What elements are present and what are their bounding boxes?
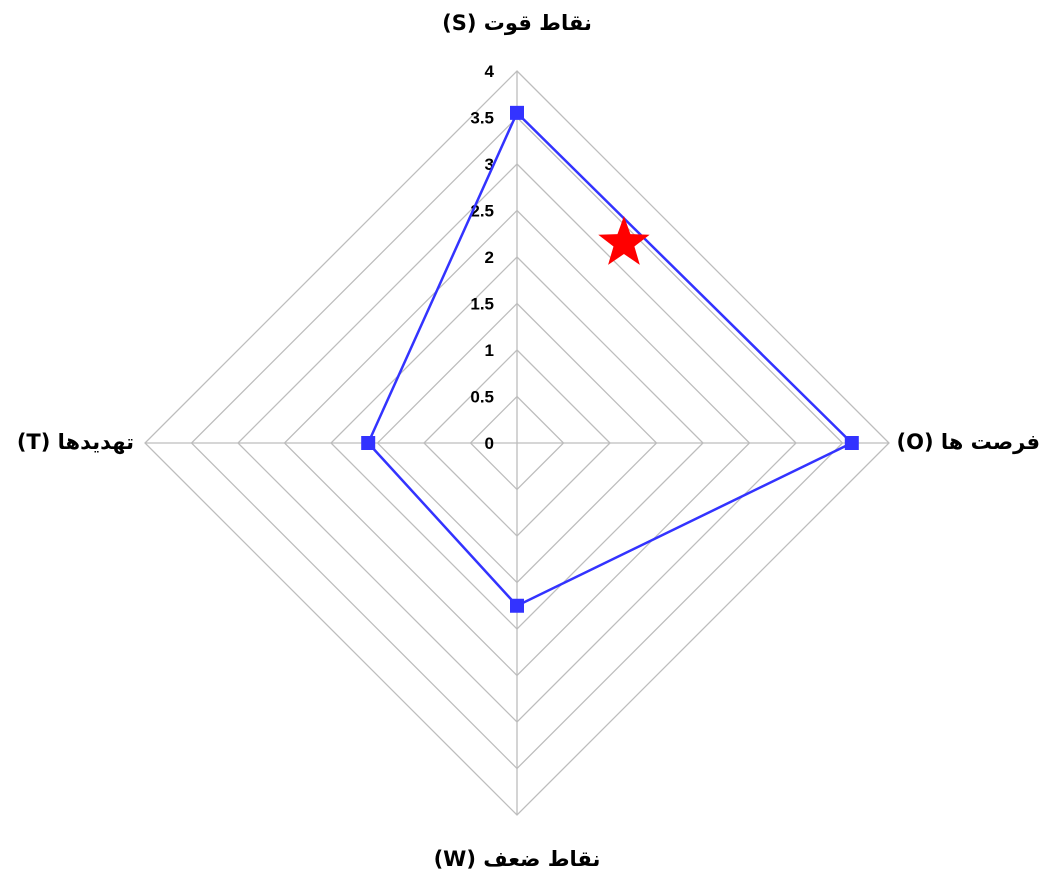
tick-label: 1 <box>485 341 494 360</box>
radar-grid <box>144 70 890 816</box>
data-point-o <box>844 436 859 450</box>
tick-label: 2 <box>485 248 494 267</box>
tick-labels: 00.511.522.533.54 <box>470 62 494 453</box>
tick-label: 1.5 <box>470 295 494 314</box>
tick-label: 3 <box>485 155 494 174</box>
data-point-t <box>361 436 376 450</box>
tick-label: 0 <box>485 434 494 453</box>
axis-label-t: تهدیدها (T) <box>17 430 134 454</box>
data-point-w <box>510 598 524 613</box>
axis-label-w: نقاط ضعف (W) <box>434 847 601 871</box>
highlight-layer <box>598 216 650 265</box>
tick-label: 0.5 <box>470 388 494 407</box>
series-line <box>366 110 854 608</box>
tick-label: 3.5 <box>470 109 494 128</box>
axis-label-o: فرصت ها (O) <box>897 430 1040 454</box>
star-marker-icon <box>598 216 650 265</box>
series-layer <box>361 105 859 613</box>
data-point-s <box>510 105 524 120</box>
axis-label-s: نقاط قوت (S) <box>442 11 592 35</box>
tick-label: 4 <box>485 62 495 81</box>
